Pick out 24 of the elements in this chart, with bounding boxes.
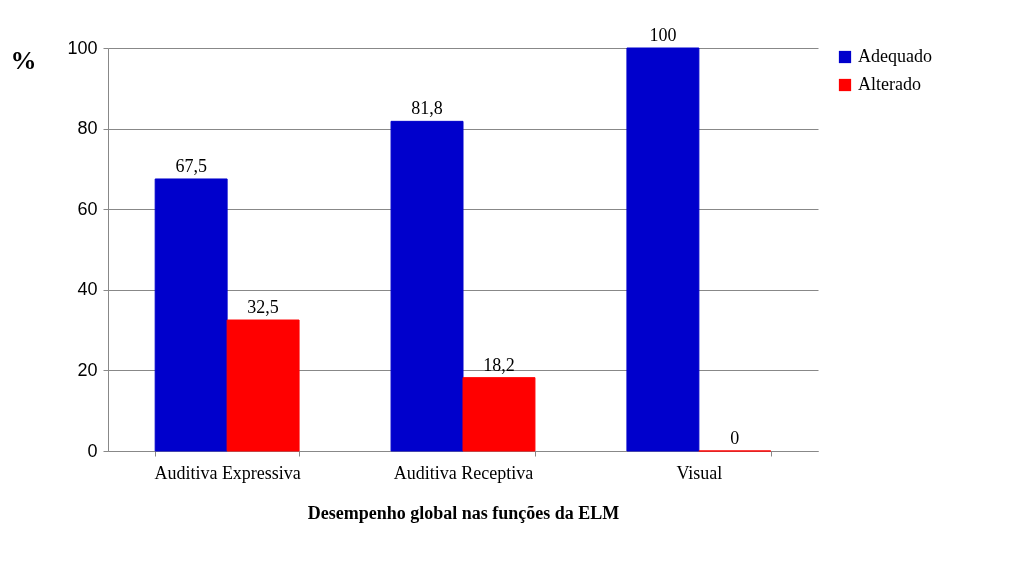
y-tick-label: 80 bbox=[77, 118, 98, 139]
y-tick-label: 20 bbox=[77, 359, 98, 380]
data-label: 67,5 bbox=[175, 155, 207, 176]
bar bbox=[626, 47, 700, 452]
data-label: 0 bbox=[730, 428, 740, 448]
data-label: 18,2 bbox=[483, 354, 515, 375]
bar bbox=[462, 377, 536, 452]
bar bbox=[390, 120, 464, 452]
y-tick-label: 0 bbox=[87, 440, 98, 461]
y-tick-label: 100 bbox=[67, 37, 98, 58]
data-label: 32,5 bbox=[247, 297, 279, 318]
y-tick-label: 60 bbox=[77, 198, 98, 219]
x-tick-label: Auditiva Expressiva bbox=[154, 462, 301, 483]
y-tick-label: 40 bbox=[77, 279, 98, 300]
legend-label: Adequado bbox=[858, 46, 932, 66]
bar bbox=[226, 319, 300, 452]
x-tick-label: Auditiva Receptiva bbox=[393, 462, 534, 483]
data-label: 81,8 bbox=[411, 98, 443, 119]
data-label: 100 bbox=[649, 25, 677, 45]
x-tick-label: Visual bbox=[676, 462, 723, 483]
x-axis-title: Desempenho global nas funções da ELM bbox=[307, 502, 620, 523]
legend-label: Alterado bbox=[858, 74, 921, 94]
bar bbox=[154, 178, 228, 452]
y-axis-title: % bbox=[10, 45, 37, 75]
